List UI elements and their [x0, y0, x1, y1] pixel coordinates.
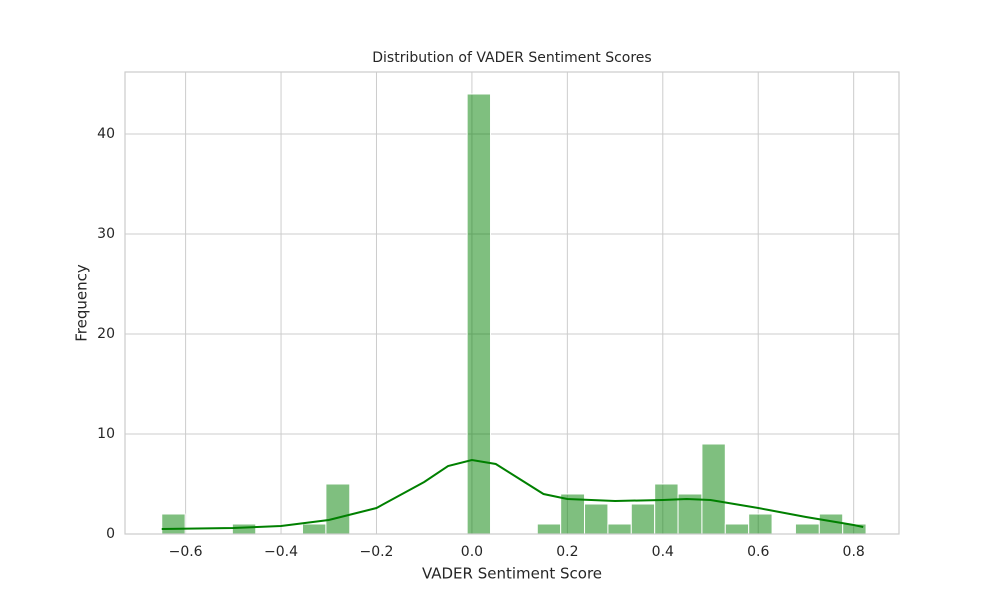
- kde-line: [161, 458, 864, 530]
- bar: [748, 513, 773, 535]
- y-tick-label: 20: [97, 326, 115, 342]
- x-tick-label: −0.6: [169, 544, 203, 560]
- bar: [325, 483, 351, 535]
- x-axis-label: VADER Sentiment Score: [422, 565, 602, 583]
- bar: [536, 523, 562, 535]
- y-tick-label: 40: [97, 126, 115, 142]
- y-tick-label: 0: [106, 526, 115, 542]
- y-tick-label: 30: [97, 226, 115, 242]
- bar: [607, 523, 632, 535]
- x-tick-label: 0.0: [461, 544, 483, 560]
- bar: [794, 523, 820, 535]
- bar: [466, 93, 492, 535]
- bar: [701, 443, 726, 535]
- x-tick-label: 0.6: [747, 544, 769, 560]
- plot-frame: [124, 71, 900, 535]
- bar: [231, 523, 257, 535]
- bar: [302, 523, 327, 535]
- x-tick-label: 0.2: [556, 544, 578, 560]
- x-tick-label: 0.8: [843, 544, 865, 560]
- bar: [818, 513, 844, 535]
- x-tick-label: −0.4: [264, 544, 298, 560]
- y-axis-label: Frequency: [73, 264, 91, 342]
- bar: [161, 513, 186, 535]
- y-tick-label: 10: [97, 426, 115, 442]
- bar: [584, 503, 609, 535]
- x-tick-label: 0.4: [652, 544, 674, 560]
- bar: [724, 523, 750, 535]
- x-tick-label: −0.2: [359, 544, 393, 560]
- chart-title: Distribution of VADER Sentiment Scores: [372, 50, 651, 66]
- plot-area: [125, 72, 899, 534]
- bar: [654, 483, 679, 535]
- bar: [630, 503, 656, 535]
